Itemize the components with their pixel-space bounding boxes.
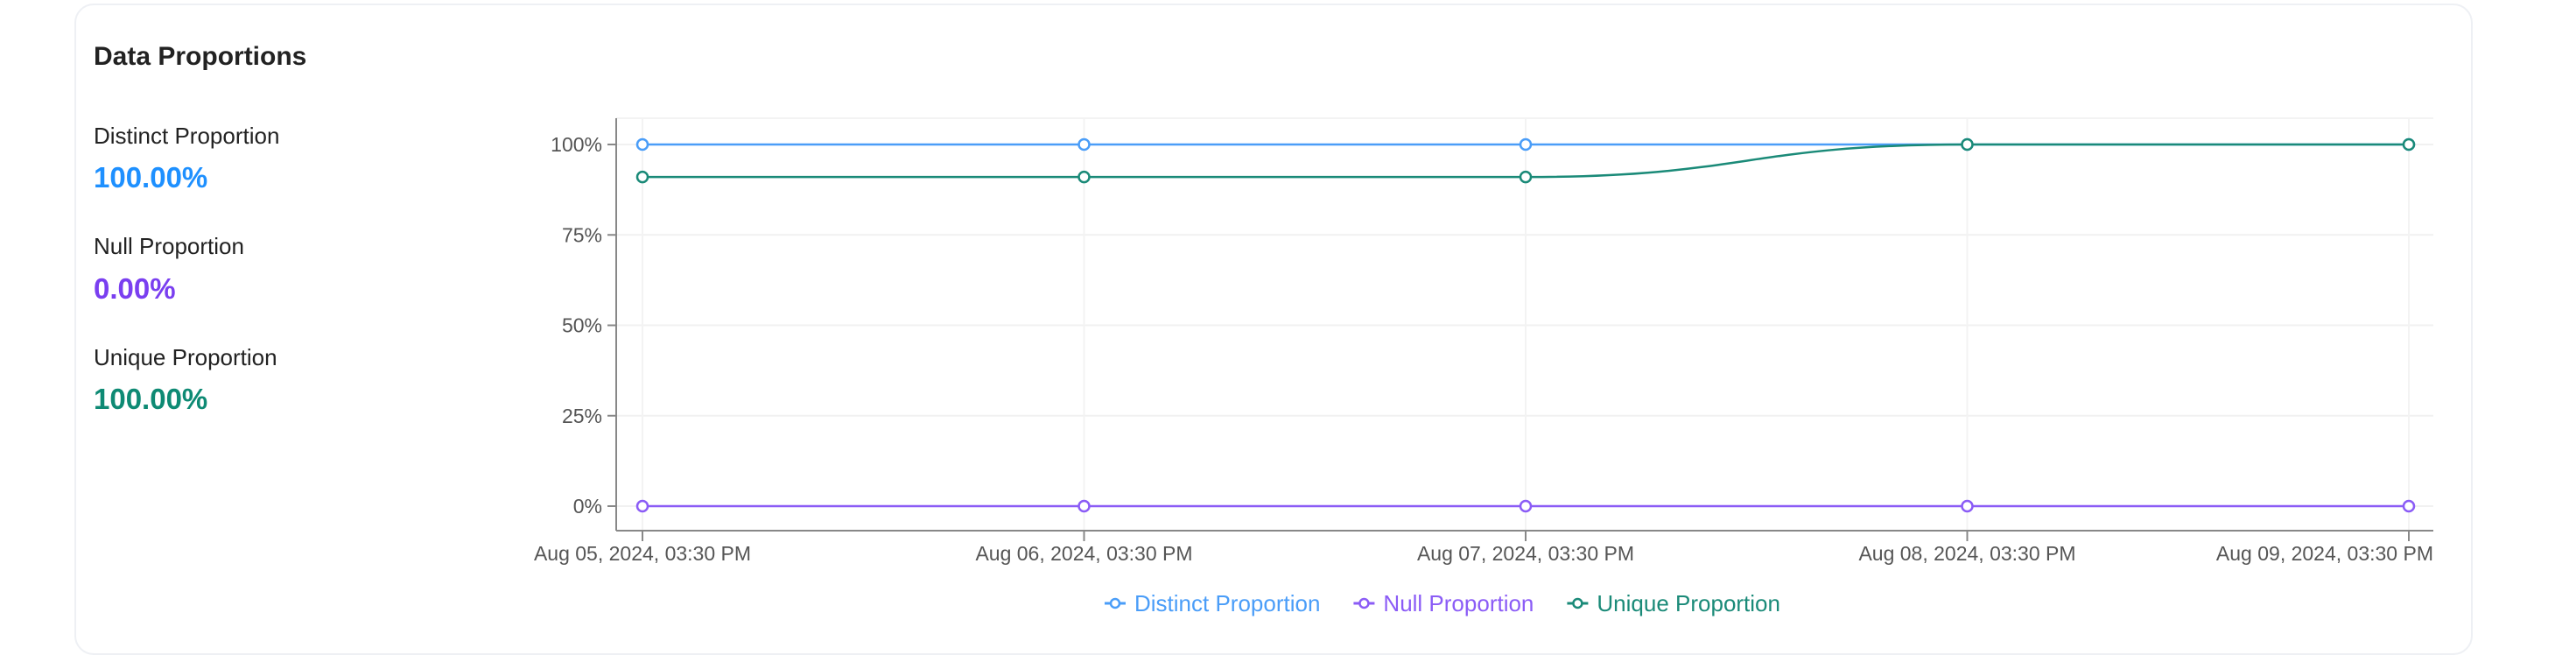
unique-proportion-label: Unique Proportion bbox=[94, 344, 277, 370]
legend-marker-icon bbox=[1572, 597, 1583, 609]
y-tick-label: 100% bbox=[551, 133, 602, 156]
y-tick-label: 75% bbox=[562, 223, 602, 246]
data-point bbox=[1519, 170, 1533, 184]
legend-marker-icon bbox=[1109, 597, 1121, 609]
x-tick-label: Aug 08, 2024, 03:30 PM bbox=[1858, 542, 2075, 565]
legend-marker-icon bbox=[1358, 597, 1370, 609]
data-point bbox=[2402, 499, 2416, 513]
legend-item[interactable]: Distinct Proportion bbox=[1134, 590, 1320, 616]
legend-item[interactable]: Null Proportion bbox=[1383, 590, 1534, 616]
data-point bbox=[635, 137, 649, 151]
data-point bbox=[1519, 499, 1533, 513]
x-tick-label: Aug 07, 2024, 03:30 PM bbox=[1417, 542, 1634, 565]
data-point bbox=[1519, 137, 1533, 151]
data-point bbox=[635, 170, 649, 184]
x-tick-label: Aug 05, 2024, 03:30 PM bbox=[534, 542, 751, 565]
null-proportion-value: 0.00% bbox=[94, 272, 176, 305]
data-point bbox=[1077, 499, 1091, 513]
data-point bbox=[2402, 137, 2416, 151]
distinct-proportion-label: Distinct Proportion bbox=[94, 123, 280, 149]
unique-proportion-value: 100.00% bbox=[94, 383, 208, 415]
card-title: Data Proportions bbox=[94, 42, 307, 71]
y-tick-label: 50% bbox=[562, 314, 602, 337]
null-proportion-label: Null Proportion bbox=[94, 233, 244, 259]
proportions-line-chart: 0% 25% 50% 75% 100% Aug 05, 2024, 03:30 PM Aug… bbox=[534, 117, 2433, 616]
y-tick-label: 25% bbox=[562, 405, 602, 427]
x-tick-label: Aug 09, 2024, 03:30 PM bbox=[2216, 542, 2433, 565]
data-point bbox=[1961, 137, 1974, 151]
data-point bbox=[635, 499, 649, 513]
data-point bbox=[1961, 499, 1974, 513]
distinct-proportion-value: 100.00% bbox=[94, 161, 208, 194]
y-tick-label: 0% bbox=[573, 495, 602, 518]
legend-item[interactable]: Unique Proportion bbox=[1597, 590, 1780, 616]
data-point bbox=[1077, 170, 1091, 184]
data-proportions-card bbox=[74, 4, 2473, 655]
data-point bbox=[1077, 137, 1091, 151]
x-tick-label: Aug 06, 2024, 03:30 PM bbox=[975, 542, 1192, 565]
